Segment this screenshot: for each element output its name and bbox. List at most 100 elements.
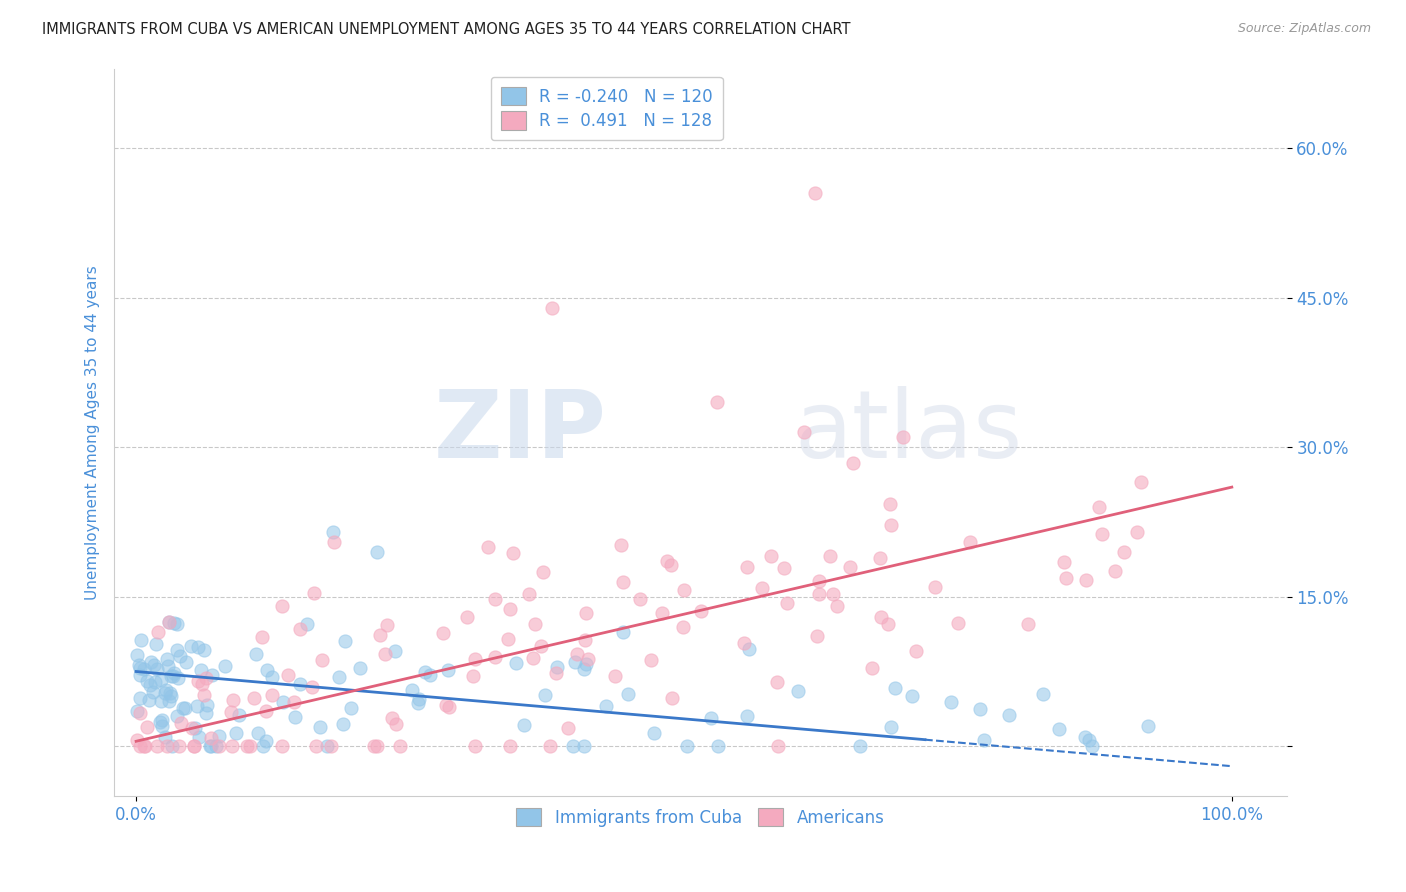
Point (247, 726, 270, 740)
Point (546, 666, 568, 681)
Point (368, 628, 391, 642)
Point (374, 647, 396, 661)
Point (311, 653, 333, 667)
Point (188, 730, 211, 744)
Point (786, 684, 808, 698)
Point (557, 721, 579, 735)
Point (384, 644, 406, 658)
Point (706, 395, 728, 409)
Point (236, 739, 259, 754)
Point (127, 733, 149, 747)
Legend: Immigrants from Cuba, Americans: Immigrants from Cuba, Americans (508, 800, 893, 835)
Point (751, 582, 773, 596)
Point (136, 674, 159, 689)
Point (385, 717, 408, 731)
Point (169, 649, 191, 664)
Point (818, 549, 841, 564)
Point (332, 716, 354, 731)
Point (1047, 723, 1070, 737)
Point (228, 707, 250, 722)
Point (349, 661, 371, 675)
Point (628, 591, 651, 606)
Point (146, 624, 169, 639)
Point (439, 699, 461, 714)
Point (201, 668, 224, 682)
Point (190, 663, 212, 677)
Point (565, 647, 588, 661)
Text: Source: ZipAtlas.com: Source: ZipAtlas.com (1237, 22, 1371, 36)
Point (157, 615, 180, 629)
Point (595, 698, 617, 713)
Point (157, 694, 180, 708)
Point (839, 560, 862, 574)
Point (1125, 525, 1147, 540)
Point (363, 739, 385, 754)
Point (143, 674, 166, 689)
Point (807, 574, 830, 588)
Point (271, 739, 294, 754)
Point (366, 739, 388, 754)
Point (167, 671, 190, 685)
Text: ZIP: ZIP (433, 386, 606, 478)
Point (195, 698, 218, 712)
Point (766, 739, 789, 754)
Point (159, 685, 181, 699)
Point (738, 641, 761, 656)
Point (134, 739, 156, 754)
Point (612, 624, 634, 639)
Point (860, 661, 883, 675)
Point (194, 706, 217, 721)
Point (502, 546, 524, 560)
Point (432, 625, 454, 640)
Point (842, 456, 865, 470)
Point (870, 609, 893, 624)
Point (1076, 574, 1098, 588)
Point (891, 430, 914, 444)
Point (562, 739, 585, 754)
Point (640, 653, 662, 667)
Point (225, 725, 247, 739)
Point (484, 650, 506, 665)
Point (572, 739, 595, 754)
Point (366, 545, 388, 559)
Point (271, 599, 294, 614)
Point (1053, 556, 1076, 570)
Point (461, 669, 484, 683)
Point (308, 720, 330, 734)
Point (305, 739, 328, 754)
Point (464, 739, 486, 753)
Point (186, 698, 208, 713)
Point (517, 587, 540, 601)
Point (283, 695, 305, 709)
Point (129, 739, 152, 754)
Point (150, 673, 173, 687)
Point (149, 714, 172, 729)
Point (176, 655, 198, 669)
Point (766, 675, 789, 690)
Point (129, 706, 152, 721)
Point (574, 632, 596, 647)
Point (538, 739, 561, 754)
Point (288, 623, 311, 637)
Point (1112, 545, 1135, 559)
Point (603, 669, 626, 683)
Point (180, 722, 202, 736)
Point (142, 685, 165, 699)
Point (434, 698, 457, 712)
Point (134, 739, 156, 754)
Point (150, 719, 173, 733)
Point (190, 676, 212, 690)
Point (825, 599, 848, 613)
Point (193, 688, 215, 702)
Point (879, 497, 901, 511)
Point (793, 425, 815, 440)
Point (531, 565, 554, 579)
Point (243, 691, 266, 706)
Point (1088, 500, 1111, 515)
Point (277, 667, 299, 681)
Point (499, 602, 522, 616)
Point (617, 687, 640, 701)
Point (574, 657, 596, 672)
Point (959, 535, 981, 549)
Y-axis label: Unemployment Among Ages 35 to 44 years: Unemployment Among Ages 35 to 44 years (86, 265, 100, 599)
